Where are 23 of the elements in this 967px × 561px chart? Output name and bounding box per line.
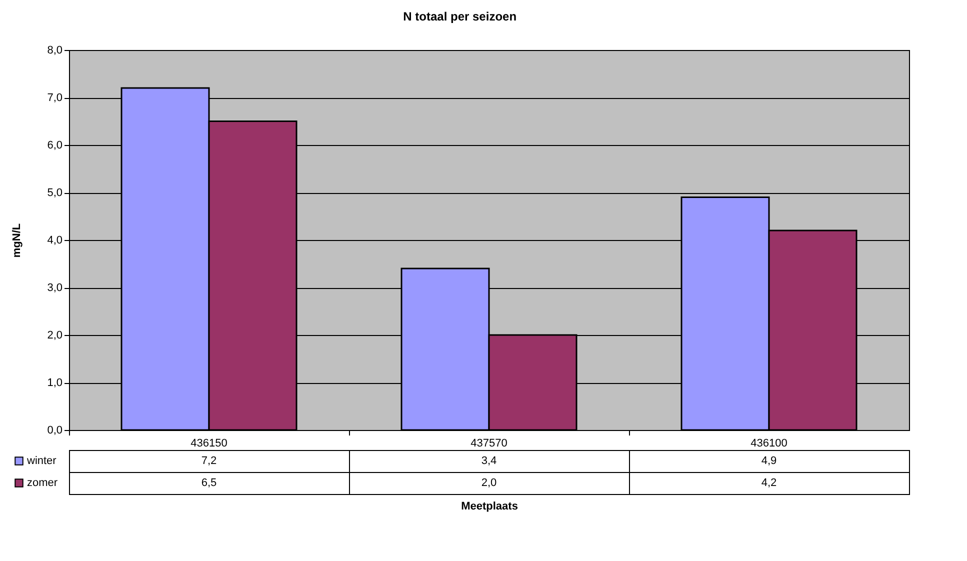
x-tick-label: 437570 [470, 438, 508, 450]
y-tick-label: 6,0 [47, 140, 62, 152]
y-tick-label: 4,0 [47, 234, 62, 246]
data-label: 4,2 [761, 477, 777, 489]
y-tick-label: 1,0 [47, 377, 62, 389]
x-axis-title: Meetplaats [461, 500, 518, 512]
y-tick-label: 8,0 [47, 44, 62, 56]
y-axis-title: mgN/L [11, 223, 24, 258]
y-tick-label: 7,0 [47, 92, 62, 104]
legend-label: zomer [27, 477, 58, 489]
legend-label: winter [26, 455, 57, 467]
y-tick-label: 2,0 [47, 330, 62, 342]
data-label: 4,9 [761, 455, 777, 467]
data-label: 6,5 [201, 477, 217, 489]
data-label: 3,4 [481, 455, 497, 467]
y-tick-label: 5,0 [47, 187, 62, 199]
chart-title: N totaal per seizoen [403, 10, 517, 24]
y-tick-label: 0,0 [47, 424, 62, 436]
x-tick-label: 436100 [750, 438, 788, 450]
x-tick-label: 436150 [190, 438, 228, 450]
data-label: 7,2 [201, 455, 217, 467]
data-label: 2,0 [481, 477, 497, 489]
y-tick-label: 3,0 [47, 282, 62, 294]
